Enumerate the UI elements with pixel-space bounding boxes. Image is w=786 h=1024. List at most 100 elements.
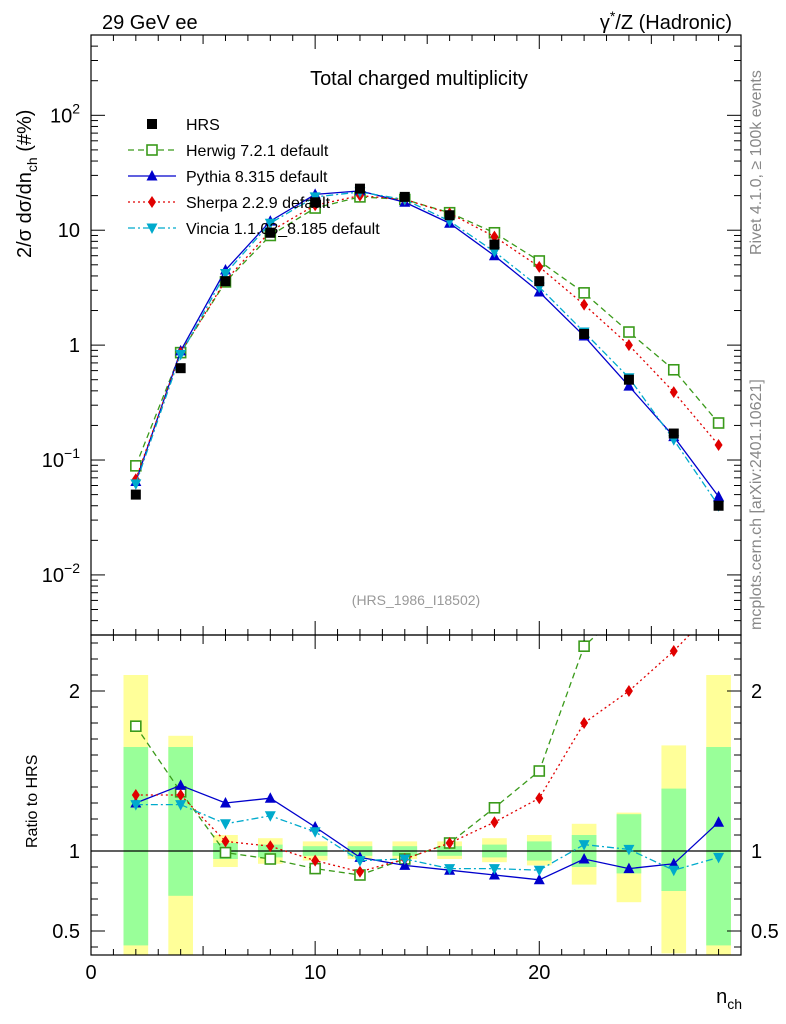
point-vincia: [175, 349, 187, 361]
legend-marker-sherpa: [148, 196, 156, 208]
ratio-point-vincia: [668, 865, 680, 877]
y-tick-label: 1: [69, 335, 80, 357]
series-hrs: [130, 183, 724, 511]
ratio-point-vincia: [219, 819, 231, 830]
ratio-point-vincia: [578, 840, 590, 851]
ratio-point-vincia: [399, 854, 411, 865]
ratio-point-pythia: [668, 857, 680, 869]
ratio-line-pythia: [135, 784, 720, 881]
point-vincia: [219, 269, 231, 280]
point-herwig: [623, 326, 635, 338]
header-right: γ*/Z (Hadronic): [600, 8, 732, 34]
point-pythia: [623, 380, 635, 391]
ratio-point-pythia: [175, 779, 187, 790]
ratio-point-vincia: [354, 856, 366, 867]
ratio-point-vincia: [444, 864, 456, 875]
point-vincia: [264, 218, 276, 230]
x-tick-label: 10: [304, 962, 326, 984]
ratio-point-sherpa: [221, 835, 230, 848]
data-point-hrs: [623, 374, 634, 385]
ratio-point-sherpa: [535, 792, 544, 805]
point-herwig: [667, 363, 680, 376]
point-vincia: [488, 247, 500, 258]
ratio-point-sherpa: [580, 717, 589, 729]
ratio-point-sherpa: [131, 789, 140, 801]
ratio-point-vincia: [309, 827, 321, 838]
ratio-axis-label: Ratio to HRS: [24, 755, 41, 848]
series-line-pythia: [135, 190, 720, 498]
data-point-hrs: [713, 500, 724, 511]
data-point-hrs: [354, 183, 365, 194]
ratio-tick-label: 2: [69, 681, 80, 703]
side-label-mcplots: mcplots.cern.ch [arXiv:2401.10621]: [748, 379, 765, 630]
y-axis-label: 2/σ dσ/dnch (#%): [14, 110, 40, 258]
legend-marker-hrs: [147, 119, 157, 129]
ratio-tick-label: 1: [69, 841, 80, 863]
data-point-hrs: [489, 239, 500, 250]
data-point-hrs: [130, 489, 141, 500]
data-point-hrs: [668, 428, 679, 439]
ratio-panel: [130, 635, 725, 885]
ratio-point-sherpa: [176, 789, 185, 801]
ratio-tick-label-right: 1: [751, 841, 762, 863]
x-axis-label: nch: [716, 986, 742, 1012]
point-herwig: [712, 417, 725, 429]
ratio-tick-label: 0.5: [52, 921, 80, 943]
legend-label-pythia: Pythia 8.315 default: [186, 169, 328, 186]
ratio-series-sherpa: [131, 635, 691, 878]
ratio-point-sherpa: [311, 854, 320, 867]
point-sherpa: [714, 439, 723, 452]
ratio-point-sherpa: [445, 837, 454, 849]
series-line-vincia: [135, 191, 720, 507]
ratio-point-sherpa: [490, 816, 499, 829]
stat-band: [123, 747, 149, 946]
data-point-hrs: [579, 328, 590, 339]
main-panel: [130, 183, 725, 512]
data-point-hrs: [265, 227, 276, 238]
legend-label-herwig: Herwig 7.2.1 default: [186, 143, 329, 160]
point-pythia: [713, 490, 725, 502]
legend-label-vincia: Vincia 1.1.03_8.185 default: [186, 221, 380, 238]
data-point-hrs: [399, 191, 410, 202]
ratio-point-herwig: [533, 765, 546, 777]
x-tick-label: 20: [528, 962, 550, 984]
ratio-point-herwig: [488, 801, 501, 814]
data-point-hrs: [444, 210, 455, 221]
stat-band: [168, 747, 193, 896]
ratio-line-herwig: [135, 635, 598, 876]
ratio-point-herwig: [219, 846, 232, 859]
legend-marker-herwig: [146, 144, 158, 156]
ratio-point-sherpa: [355, 865, 364, 878]
ratio-frame: [90, 634, 742, 956]
ratio-line-sherpa: [135, 635, 691, 873]
ratio-series-vincia: [130, 800, 725, 877]
ratio-point-sherpa: [624, 685, 633, 697]
legend-marker-vincia: [146, 223, 158, 234]
chart-title: Total charged multiplicity: [310, 68, 528, 90]
y-tick-label: 102: [50, 100, 80, 127]
data-point-hrs: [220, 276, 231, 287]
x-tick-label: 0: [85, 962, 96, 984]
legend-label-sherpa: Sherpa 2.2.9 default: [186, 195, 331, 212]
y-tick-label: 10: [58, 220, 80, 242]
stat-band: [706, 747, 731, 946]
ratio-tick-label-right: 0.5: [751, 921, 779, 943]
ratio-point-vincia: [713, 852, 725, 864]
header-left: 29 GeV ee: [102, 12, 198, 34]
point-vincia: [130, 479, 142, 490]
point-sherpa: [535, 260, 544, 273]
ratio-series-herwig: [130, 635, 598, 881]
ratio-point-vincia: [175, 800, 187, 811]
point-herwig: [578, 287, 590, 299]
legend: HRS Herwig 7.2.1 default Pythia 8.315 defa…: [128, 117, 380, 238]
ratio-point-sherpa: [266, 840, 275, 853]
point-sherpa: [624, 339, 633, 352]
data-point-hrs: [310, 197, 321, 208]
ratio-point-sherpa: [669, 645, 678, 657]
reference-label: (HRS_1986_I18502): [352, 592, 480, 608]
ratio-point-herwig: [264, 853, 277, 865]
ratio-point-vincia: [264, 811, 276, 822]
data-point-hrs: [534, 276, 545, 287]
point-sherpa: [669, 386, 678, 399]
point-sherpa: [580, 298, 589, 311]
